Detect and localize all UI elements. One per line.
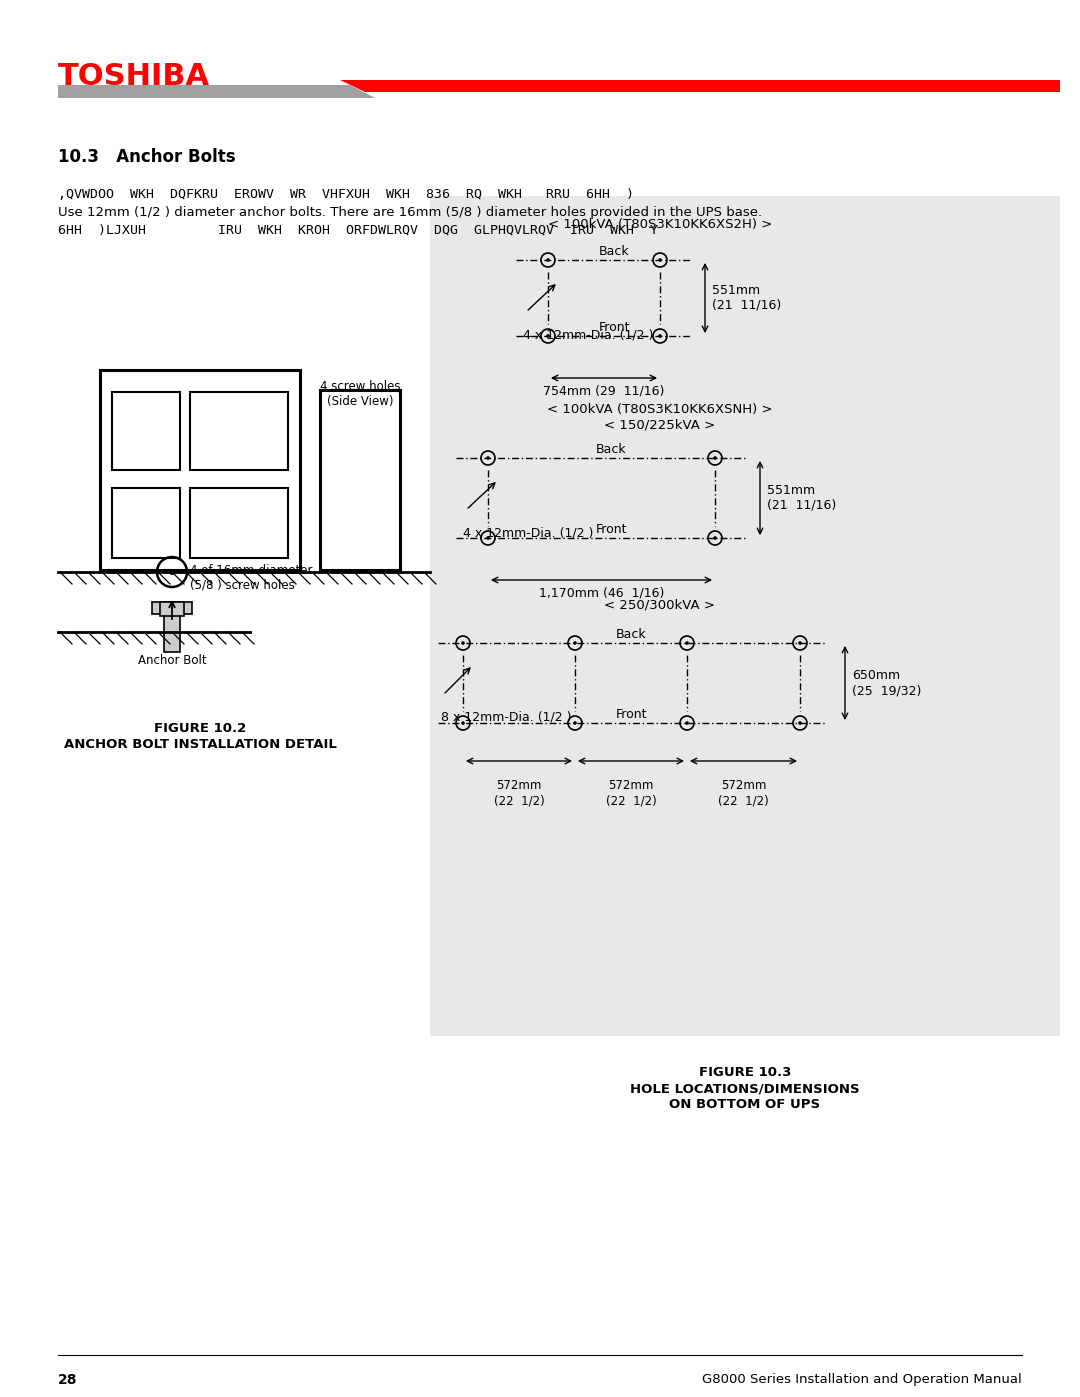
Polygon shape: [340, 80, 1059, 92]
Circle shape: [798, 721, 801, 725]
Text: ON BOTTOM OF UPS: ON BOTTOM OF UPS: [670, 1098, 821, 1111]
Text: 650mm
(25  19/32): 650mm (25 19/32): [852, 669, 921, 697]
Text: HOLE LOCATIONS/DIMENSIONS: HOLE LOCATIONS/DIMENSIONS: [631, 1083, 860, 1095]
Text: 4 screw holes
(Side View): 4 screw holes (Side View): [320, 380, 401, 408]
Text: < 150/225kVA >: < 150/225kVA >: [605, 419, 716, 432]
Text: 1,170mm (46  1/16): 1,170mm (46 1/16): [539, 587, 664, 599]
Bar: [112, 393, 180, 469]
Circle shape: [685, 721, 689, 725]
Text: 4 x 12mm-Dia. (1/2 ): 4 x 12mm-Dia. (1/2 ): [523, 328, 653, 341]
Text: < 100kVA (T80S3K10KK6XS2H) >: < 100kVA (T80S3K10KK6XS2H) >: [548, 218, 772, 231]
Text: 28: 28: [58, 1373, 78, 1387]
Text: Back: Back: [596, 443, 626, 455]
Bar: [190, 488, 288, 557]
Polygon shape: [58, 85, 375, 98]
Text: G8000 Series Installation and Operation Manual: G8000 Series Installation and Operation …: [702, 1373, 1022, 1386]
Text: TOSHIBA: TOSHIBA: [58, 61, 211, 91]
Text: 10.3   Anchor Bolts: 10.3 Anchor Bolts: [58, 148, 235, 166]
Bar: [112, 488, 180, 557]
Text: ANCHOR BOLT INSTALLATION DETAIL: ANCHOR BOLT INSTALLATION DETAIL: [64, 738, 337, 752]
Text: 572mm
(22  1/2): 572mm (22 1/2): [718, 780, 769, 807]
Text: < 100kVA (T80S3K10KK6XSNH) >: < 100kVA (T80S3K10KK6XSNH) >: [548, 402, 773, 416]
Circle shape: [713, 457, 717, 460]
Text: FIGURE 10.2: FIGURE 10.2: [153, 722, 246, 735]
Text: 6HH  )LJXUH         IRU  WKH  KROH  ORFDWLRQV  DQG  GLPHQVLRQV  IRU  WKH  Y: 6HH )LJXUH IRU WKH KROH ORFDWLRQV DQG GL…: [58, 224, 658, 237]
Circle shape: [461, 721, 464, 725]
Text: < 250/300kVA >: < 250/300kVA >: [605, 598, 715, 610]
Text: 572mm
(22  1/2): 572mm (22 1/2): [606, 780, 657, 807]
Text: Front: Front: [598, 321, 630, 334]
Circle shape: [658, 334, 662, 338]
Bar: [190, 393, 288, 469]
Bar: [430, 196, 1059, 1037]
Circle shape: [546, 334, 550, 338]
Circle shape: [573, 641, 577, 645]
Circle shape: [573, 721, 577, 725]
Text: Back: Back: [617, 629, 647, 641]
Bar: [164, 615, 180, 652]
Text: Anchor Bolt: Anchor Bolt: [137, 654, 206, 666]
Circle shape: [486, 536, 490, 539]
Text: FIGURE 10.3: FIGURE 10.3: [699, 1066, 792, 1078]
Text: 551mm
(21  11/16): 551mm (21 11/16): [712, 284, 781, 312]
Circle shape: [546, 258, 550, 261]
Bar: [320, 390, 400, 570]
Text: Front: Front: [616, 708, 647, 721]
Circle shape: [658, 258, 662, 261]
Text: ,QVWDOO  WKH  DQFKRU  EROWV  WR  VHFXUH  WKH  836  RQ  WKH   RRU  6HH  ): ,QVWDOO WKH DQFKRU EROWV WR VHFXUH WKH 8…: [58, 189, 634, 201]
Text: Use 12mm (1/2 ) diameter anchor bolts. There are 16mm (5/8 ) diameter holes prov: Use 12mm (1/2 ) diameter anchor bolts. T…: [58, 205, 762, 219]
Circle shape: [486, 457, 490, 460]
Text: 4 x 12mm-Dia. (1/2 ): 4 x 12mm-Dia. (1/2 ): [463, 527, 593, 539]
Text: Back: Back: [598, 244, 630, 258]
Bar: [160, 602, 184, 616]
Text: 8 x 12mm-Dia. (1/2 ): 8 x 12mm-Dia. (1/2 ): [441, 711, 571, 724]
Circle shape: [685, 641, 689, 645]
Text: 4 of 16mm-diameter
(5/8 ) screw holes: 4 of 16mm-diameter (5/8 ) screw holes: [190, 564, 312, 592]
Text: 572mm
(22  1/2): 572mm (22 1/2): [494, 780, 544, 807]
Text: 551mm
(21  11/16): 551mm (21 11/16): [767, 483, 836, 511]
Bar: [152, 602, 192, 615]
Bar: [100, 370, 300, 570]
Circle shape: [798, 641, 801, 645]
Text: Front: Front: [596, 522, 627, 536]
Circle shape: [461, 641, 464, 645]
Text: 754mm (29  11/16): 754mm (29 11/16): [543, 386, 664, 398]
Circle shape: [713, 536, 717, 539]
Circle shape: [168, 569, 175, 576]
